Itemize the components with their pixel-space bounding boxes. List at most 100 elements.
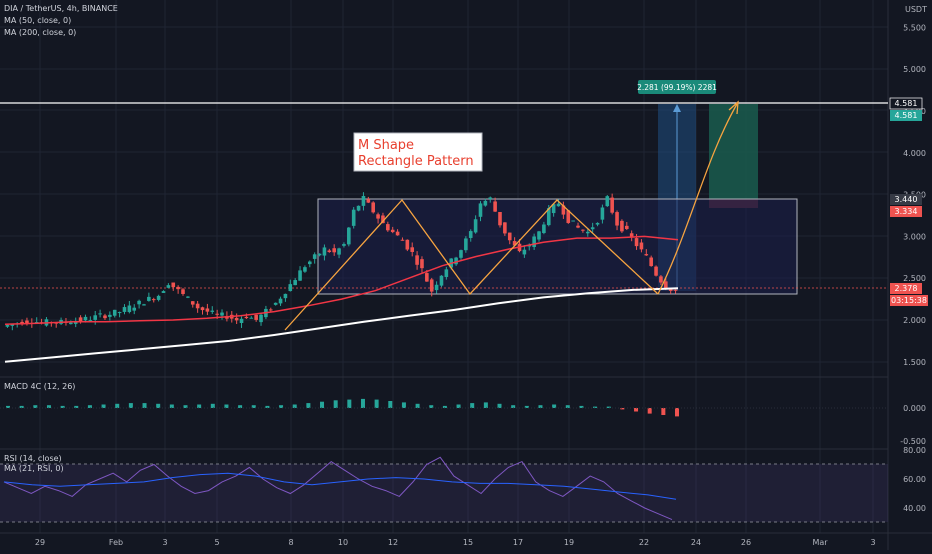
macd-bar xyxy=(197,404,202,408)
candle-body xyxy=(317,253,322,256)
macd-bar xyxy=(183,405,188,408)
annotation-box[interactable] xyxy=(353,132,483,172)
macd-bar xyxy=(470,403,475,408)
candle-body xyxy=(181,289,185,294)
candle-body xyxy=(108,314,112,317)
candle-body xyxy=(590,227,595,230)
macd-bar xyxy=(620,408,625,410)
candle-body xyxy=(259,314,263,323)
candle-body xyxy=(400,239,405,241)
macd-bar xyxy=(74,405,79,408)
candle-body xyxy=(312,254,317,259)
time-tick-label: 22 xyxy=(639,538,649,547)
candle-body xyxy=(610,197,614,213)
candle-body xyxy=(659,276,663,283)
candle-body xyxy=(639,242,644,250)
candle-body xyxy=(546,208,551,226)
macd-bar xyxy=(415,403,420,408)
candle-body xyxy=(171,282,176,288)
candle-body xyxy=(620,220,624,232)
candle-body xyxy=(551,204,556,214)
candle-body xyxy=(25,320,29,324)
macd-bar xyxy=(306,403,311,408)
candle-body xyxy=(142,304,146,306)
macd-bar xyxy=(579,405,584,408)
candle-body xyxy=(88,320,93,322)
macd-bar xyxy=(565,405,570,408)
candle-body xyxy=(283,293,288,299)
candle-body xyxy=(117,312,122,314)
macd-bar xyxy=(46,405,51,408)
candle-body xyxy=(425,273,429,282)
candle-body xyxy=(512,241,517,246)
macd-tick-label: 0.000 xyxy=(903,404,926,413)
time-tick-label: 17 xyxy=(513,538,523,547)
candle-body xyxy=(176,286,180,290)
symbol-legend: DIA / TetherUS, 4h, BINANCE xyxy=(4,4,118,13)
countdown-tag-box xyxy=(890,295,928,306)
macd-bar xyxy=(115,403,120,408)
top-line-tag: 4.581 xyxy=(895,99,918,108)
time-tick-label: Mar xyxy=(812,538,828,547)
candle-body xyxy=(629,233,634,238)
macd-bar xyxy=(6,405,10,408)
rsi-tick-label: 60.00 xyxy=(903,475,926,484)
candle-body xyxy=(98,313,102,315)
last-price-tag-box xyxy=(890,283,922,294)
macd-bar xyxy=(279,405,284,408)
projection-line[interactable] xyxy=(657,103,738,295)
macd-bar xyxy=(374,399,379,408)
candle-body xyxy=(464,238,468,251)
candle-body xyxy=(288,284,293,292)
macd-tick-label: -0.500 xyxy=(900,437,926,446)
macd-bar xyxy=(128,403,133,408)
time-tick-label: 15 xyxy=(463,538,473,547)
projection-arrowhead xyxy=(728,100,739,115)
candle-body xyxy=(556,203,561,207)
price-tick-label: 1.500 xyxy=(903,358,926,367)
candle-body xyxy=(478,203,483,217)
time-tick-label: Feb xyxy=(109,538,123,547)
candle-body xyxy=(327,250,332,253)
candle-body xyxy=(156,295,161,300)
candle-body xyxy=(166,285,171,288)
candle-body xyxy=(303,267,307,272)
candle-body xyxy=(649,257,653,267)
macd-legend: MACD 4C (12, 26) xyxy=(4,382,75,391)
candle-body xyxy=(566,210,571,223)
macd-bar xyxy=(251,405,256,408)
macd-bar xyxy=(292,404,297,408)
candle-body xyxy=(444,269,449,277)
rsi-line xyxy=(3,456,673,521)
candle-body xyxy=(200,307,205,311)
macd-bar xyxy=(33,405,38,408)
price-tick-label: 5.000 xyxy=(903,65,926,74)
target-zone[interactable] xyxy=(709,104,758,199)
macd-bar xyxy=(634,408,639,412)
candle-body xyxy=(93,315,98,320)
candle-body xyxy=(186,296,190,298)
rsi-band xyxy=(0,464,888,522)
candle-body xyxy=(615,212,619,226)
candle-body xyxy=(332,248,336,253)
macd-bar xyxy=(210,403,215,408)
macd-bar xyxy=(497,403,502,408)
candle-body xyxy=(488,197,493,199)
candle-body xyxy=(103,315,107,319)
candle-body xyxy=(151,299,156,301)
candle-body xyxy=(468,231,473,238)
target-tag-box xyxy=(890,110,922,121)
candle-body xyxy=(122,307,127,312)
candle-body xyxy=(410,247,415,252)
time-tick-label: 29 xyxy=(35,538,45,547)
price-tick-label: 4.000 xyxy=(903,149,926,158)
consolidation-rectangle[interactable] xyxy=(317,198,798,295)
rsi-tick-label: 80.00 xyxy=(903,446,926,455)
macd-bar xyxy=(265,405,270,408)
candle-body xyxy=(78,317,83,322)
m-pattern-line[interactable] xyxy=(284,198,659,331)
candle-body xyxy=(112,309,117,316)
candle-body xyxy=(137,300,141,305)
